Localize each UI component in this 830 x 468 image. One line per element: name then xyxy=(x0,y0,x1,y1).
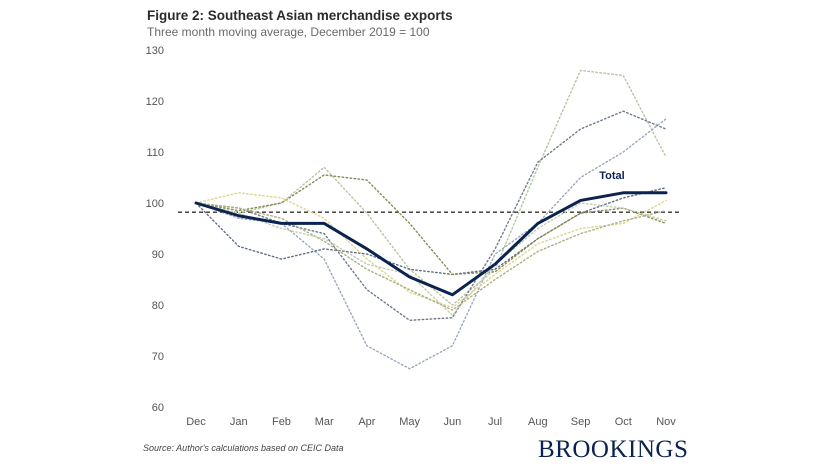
chart-subtitle: Three month moving average, December 201… xyxy=(147,25,430,39)
series-line-total xyxy=(194,191,668,297)
y-tick-label: 80 xyxy=(152,300,164,312)
x-tick-label: Sep xyxy=(571,416,591,428)
x-tick-label: Apr xyxy=(358,416,375,428)
chart-title: Figure 2: Southeast Asian merchandise ex… xyxy=(147,8,453,23)
y-tick-label: 60 xyxy=(152,402,164,414)
brookings-logo: BROOKINGS xyxy=(538,436,689,463)
source-note: Source: Author's calculations based on C… xyxy=(143,443,344,453)
x-axis-ticks: Dec Jan Feb Mar Apr May Jun Jul Aug Sep Oct Nov xyxy=(186,416,676,428)
series-line-dotted xyxy=(195,202,667,311)
series-lines xyxy=(194,69,668,370)
x-tick-label: Oct xyxy=(615,416,632,428)
x-tick-label: Mar xyxy=(315,416,334,428)
x-tick-label: Jun xyxy=(443,416,461,428)
series-line-dotted xyxy=(195,174,667,276)
series-line-dotted xyxy=(195,202,667,316)
x-tick-label: May xyxy=(399,416,420,428)
y-tick-label: 100 xyxy=(146,198,164,210)
x-tick-label: Aug xyxy=(528,416,548,428)
series-line-dotted xyxy=(195,110,667,321)
series-line-dotted xyxy=(195,118,667,370)
series-label-total: Total xyxy=(599,170,624,182)
y-tick-label: 70 xyxy=(152,351,164,363)
y-tick-label: 90 xyxy=(152,249,164,261)
y-tick-label: 120 xyxy=(146,96,164,108)
y-axis-ticks: 60 70 80 90 100 110 120 130 xyxy=(146,45,164,414)
series-line-dotted xyxy=(195,69,667,306)
x-tick-label: Jul xyxy=(488,416,502,428)
y-tick-label: 110 xyxy=(146,147,164,159)
x-tick-label: Jan xyxy=(230,416,248,428)
y-tick-label: 130 xyxy=(146,45,164,57)
series-line-dotted xyxy=(195,186,667,276)
series-line-dotted xyxy=(195,192,667,309)
x-tick-label: Nov xyxy=(656,416,676,428)
series-labels: Total xyxy=(599,170,624,182)
x-tick-label: Dec xyxy=(186,416,206,428)
x-tick-label: Feb xyxy=(272,416,291,428)
